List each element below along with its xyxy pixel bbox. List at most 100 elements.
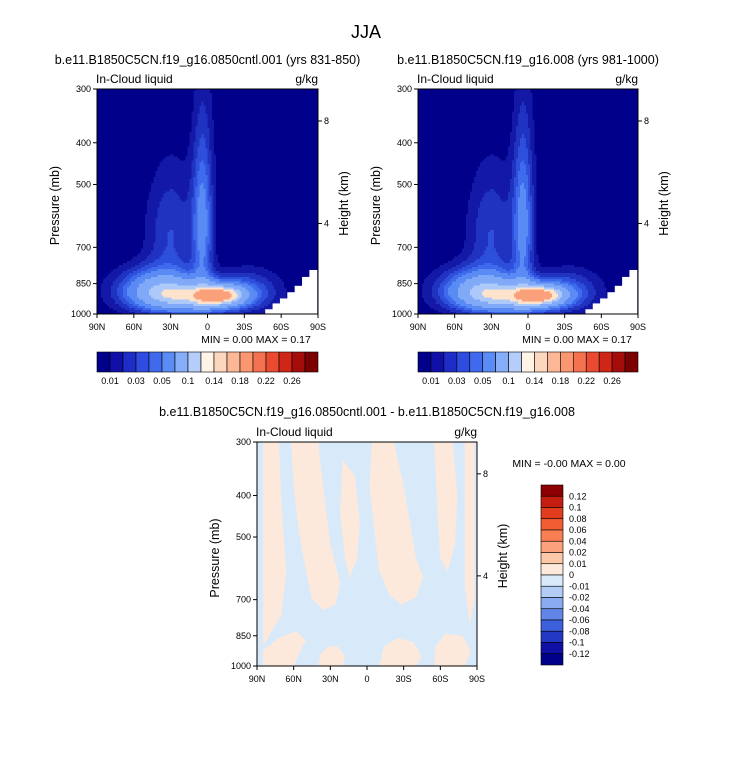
contour-cell [135,279,146,282]
contour-cell [165,246,174,249]
contour-cell [199,138,206,141]
contour-cell [516,246,519,249]
contour-cell [193,109,200,112]
contour-cell [518,174,529,178]
contour-cell [191,164,196,168]
contour-cell [209,228,212,231]
contour-cell [213,248,216,251]
contour-cell [528,211,531,215]
contour-cell [502,266,515,270]
contour-cell [141,309,152,313]
contour-cell [207,195,212,198]
contour-cell [119,283,126,286]
contour-cell [520,109,527,112]
contour-cell [211,179,216,182]
contour-cell [211,152,214,155]
contour-cell [209,170,212,174]
contour-cell [532,168,537,172]
contour-cell [576,301,583,305]
contour-cell [528,271,531,274]
contour-cell [197,146,206,149]
contour-cell [534,258,539,262]
contour-cell [452,258,467,262]
contour-cell [119,275,128,278]
contour-cell [181,277,196,280]
contour-cell [532,242,535,245]
contour-cell [125,277,132,280]
contour-cell [137,273,146,276]
contour-cell [516,158,529,161]
min-max-stats: MIN = -0.00 MAX = 0.00 [512,458,625,470]
contour-cell [534,205,537,209]
contour-cell [203,256,208,260]
contour-cell [528,158,533,161]
contour-cell [508,150,515,153]
contour-cell [520,105,527,108]
contour-cell [528,260,531,264]
contour-cell [191,211,196,215]
contour-cell [195,168,200,172]
contour-cell [462,250,473,254]
contour-cell [145,226,156,229]
contour-cell [590,301,603,305]
contour-cell [197,117,208,121]
contour-cell [532,238,535,241]
contour-cell [149,191,166,194]
contour-cell [147,205,160,209]
contour-cell [143,242,154,245]
contour-cell [532,158,537,161]
contour-cell [528,244,533,247]
contour-cell [528,283,555,286]
contour-cell [247,307,261,311]
contour-cell [191,121,198,125]
contour-cell [482,199,503,202]
contour-cell [562,295,571,299]
contour-cell [424,297,435,301]
contour-cell [211,248,214,251]
contour-cell [207,152,212,155]
contour-cell [524,101,533,104]
contour-cell [197,185,200,188]
contour-cell [518,179,529,182]
contour-cell [518,115,529,119]
contour-cell [512,224,515,227]
contour-cell [169,230,174,233]
colorbar-box [469,351,484,373]
contour-cell [207,183,210,186]
contour-cell [576,297,581,301]
contour-cell [159,164,192,168]
contour-cell [147,203,160,206]
contour-cell [161,199,182,202]
contour-cell [129,305,138,309]
contour-cell [470,311,493,314]
contour-cell [251,309,271,313]
contour-cell [526,111,533,114]
contour-cell [195,199,198,202]
contour-cell [588,295,595,299]
contour-cell [512,129,517,133]
contour-cell [480,283,499,286]
contour-cell [534,277,539,280]
contour-cell [520,107,527,110]
contour-cell [211,158,216,161]
missing-data-column [302,276,310,314]
contour-cell [171,262,194,266]
contour-cell [145,305,162,309]
contour-cell [211,176,216,180]
contour-cell [207,230,210,233]
contour-cell [560,289,569,292]
contour-cell [213,250,216,254]
contour-cell [213,254,218,258]
contour-cell [534,250,537,254]
contour-cell [514,185,519,188]
contour-cell [530,140,535,143]
contour-cell [141,250,152,254]
contour-cell [213,211,216,215]
contour-cell [536,269,589,272]
contour-cell [472,309,489,313]
colorbar-box [508,351,522,373]
contour-cell [159,205,192,209]
x-tick-label: 0 [205,322,210,332]
contour-cell [169,154,174,157]
contour-cell [197,113,208,116]
